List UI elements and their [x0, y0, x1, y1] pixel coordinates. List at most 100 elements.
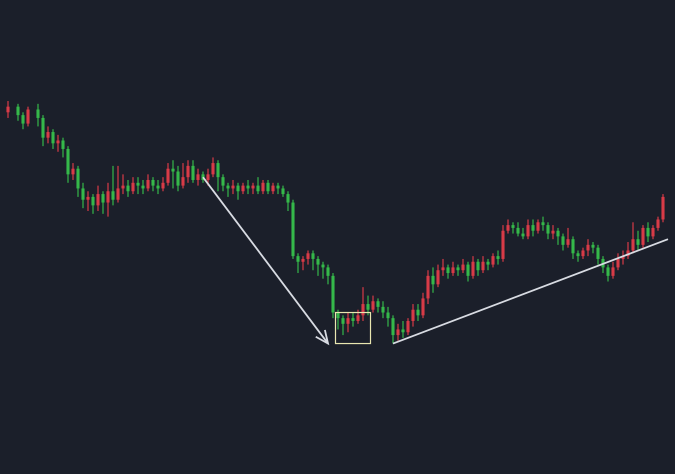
candle-21: [121, 174, 125, 195]
candle-body: [401, 329, 405, 333]
candle-body: [586, 244, 590, 251]
candle-body: [81, 188, 85, 200]
candle-107: [551, 225, 555, 240]
candle-0: [6, 101, 10, 118]
candle-body: [251, 185, 255, 189]
candle-77: [401, 320, 405, 338]
candle-53: [281, 185, 285, 197]
candle-body: [501, 230, 505, 259]
candle-body: [241, 185, 245, 192]
candle-body: [171, 168, 175, 172]
candle-body: [231, 185, 235, 189]
candle-106: [546, 222, 550, 240]
uptrend-line: [392, 238, 669, 345]
candle-93: [481, 256, 485, 274]
candle-54: [286, 191, 290, 211]
candle-62: [326, 264, 330, 285]
candle-body: [141, 185, 145, 189]
candle-body: [106, 191, 110, 203]
down-arrow-line: [202, 176, 329, 345]
candle-body: [176, 171, 180, 186]
candle-104: [536, 219, 540, 234]
candle-body: [296, 256, 300, 262]
candle-body: [311, 253, 315, 259]
candle-body: [571, 239, 575, 254]
candle-body: [361, 304, 365, 316]
candle-body: [626, 250, 630, 257]
candles-group: [6, 101, 665, 344]
candle-49: [261, 179, 265, 195]
annotations-group: [202, 176, 669, 346]
candle-28: [156, 179, 160, 195]
candle-body: [116, 188, 120, 200]
candle-body: [86, 196, 90, 200]
candle-58: [306, 250, 310, 265]
candle-body: [616, 258, 620, 268]
candle-body: [191, 165, 195, 180]
candle-body: [496, 256, 500, 259]
candle-7: [51, 129, 55, 149]
candle-125: [641, 225, 645, 248]
candle-body: [581, 250, 585, 257]
candle-body: [121, 185, 125, 189]
candle-59: [311, 250, 315, 271]
candle-18: [106, 182, 110, 217]
candle-4: [36, 103, 40, 127]
candle-body: [576, 253, 580, 257]
candle-124: [636, 230, 640, 251]
candle-75: [391, 315, 395, 344]
candle-110: [566, 227, 570, 248]
candle-47: [251, 182, 255, 195]
candle-15: [91, 194, 95, 214]
candle-body: [371, 301, 375, 310]
candle-body: [521, 233, 525, 237]
candle-100: [516, 222, 520, 237]
candle-body: [526, 225, 530, 237]
candle-45: [241, 182, 245, 195]
candle-81: [421, 292, 425, 319]
candle-body: [411, 309, 415, 321]
candle-body: [46, 132, 50, 138]
candle-113: [581, 247, 585, 259]
candle-10: [66, 146, 70, 183]
candle-5: [41, 115, 45, 147]
candle-body: [661, 196, 665, 220]
candle-44: [236, 182, 240, 200]
candle-body: [151, 179, 155, 186]
candle-89: [461, 258, 465, 274]
candle-30: [166, 163, 170, 186]
candle-body: [6, 106, 10, 113]
candle-body: [221, 177, 225, 186]
candle-57: [301, 256, 305, 271]
candle-80: [416, 304, 420, 321]
candle-body: [96, 194, 100, 206]
candle-body: [396, 329, 400, 336]
candle-116: [596, 244, 600, 265]
candle-body: [491, 256, 495, 265]
candle-22: [126, 179, 130, 197]
candle-body: [111, 191, 115, 200]
candle-56: [296, 253, 300, 274]
candle-12: [76, 165, 80, 197]
candle-126: [646, 222, 650, 243]
candle-99: [511, 222, 515, 234]
candle-78: [406, 318, 410, 336]
candle-body: [506, 225, 510, 231]
candle-94: [486, 258, 490, 271]
candle-102: [526, 219, 530, 240]
candle-118: [606, 264, 610, 282]
candle-31: [171, 160, 175, 189]
candle-body: [161, 182, 165, 189]
down-arrow-head: [315, 329, 330, 346]
candle-body: [196, 174, 200, 180]
candle-body: [51, 132, 55, 144]
candle-body: [146, 179, 150, 189]
candle-27: [151, 177, 155, 192]
candle-39: [211, 157, 215, 178]
candle-body: [536, 222, 540, 231]
candle-body: [416, 309, 420, 316]
candle-108: [556, 227, 560, 245]
candle-body: [261, 182, 265, 192]
candle-body: [531, 225, 535, 231]
